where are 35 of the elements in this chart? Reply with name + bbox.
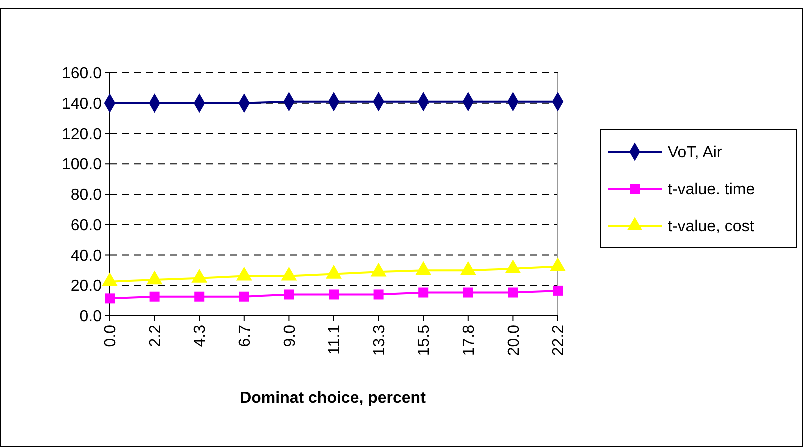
- y-tick-label: 20.0: [70, 278, 102, 296]
- point: [418, 288, 429, 298]
- x-tick-label: 13.3: [371, 324, 388, 356]
- point: [105, 294, 115, 304]
- point: [374, 290, 384, 300]
- x-tick-label: 6.7: [237, 324, 254, 348]
- point: [150, 292, 160, 302]
- y-tick-label: 140.0: [62, 96, 102, 113]
- y-tick-label: 0.0: [80, 308, 102, 326]
- y-tick-label: 40.0: [70, 248, 102, 265]
- x-tick-label: 15.5: [416, 324, 434, 356]
- y-tick-label: 100.0: [62, 156, 102, 174]
- y-tick-label: 60.0: [70, 217, 102, 234]
- y-tick-label: 80.0: [70, 187, 102, 204]
- point: [239, 292, 250, 302]
- point: [553, 286, 563, 296]
- x-tick-label: 4.3: [192, 324, 210, 348]
- x-tick-label: 22.2: [550, 324, 568, 356]
- legend-label: VoT, Air: [668, 144, 723, 162]
- point: [508, 288, 518, 298]
- legend-label: t-value. time: [668, 182, 756, 199]
- x-tick-label: 9.0: [282, 324, 299, 348]
- x-tick-label: 20.0: [506, 324, 523, 356]
- point: [463, 288, 474, 298]
- y-tick-label: 120.0: [62, 126, 102, 144]
- point: [329, 290, 339, 300]
- x-axis-title: Dominat choice, percent: [240, 390, 427, 407]
- x-tick-label: 2.2: [147, 324, 164, 348]
- legend-label: t-value, cost: [668, 218, 755, 236]
- point: [194, 292, 205, 302]
- x-tick-label: 0.0: [102, 324, 120, 348]
- point: [284, 290, 294, 300]
- x-tick-label: 11.1: [326, 324, 344, 355]
- x-tick-label: 17.8: [461, 324, 478, 356]
- y-tick-label: 160.0: [62, 66, 102, 83]
